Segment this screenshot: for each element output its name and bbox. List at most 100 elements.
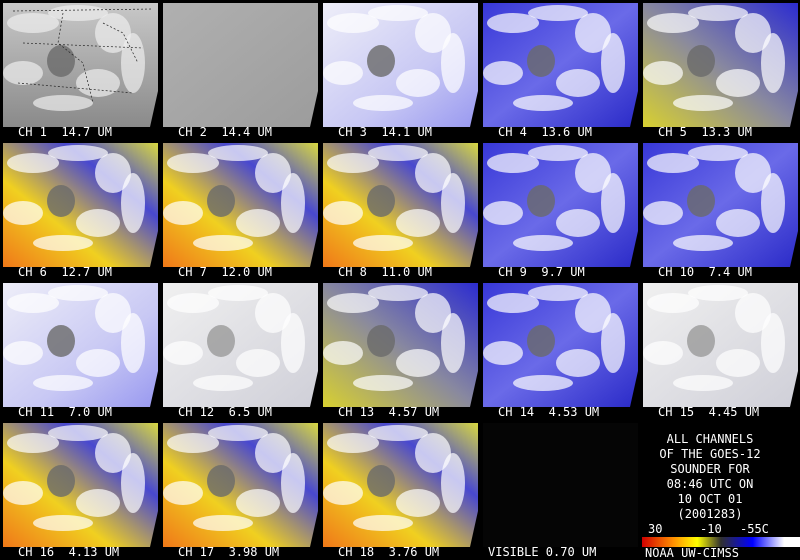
cloud bbox=[761, 173, 785, 233]
cloud bbox=[716, 69, 760, 97]
channel-panel bbox=[483, 283, 638, 407]
cloud bbox=[441, 173, 465, 233]
channel-label: CH 6 12.7 UM bbox=[18, 265, 112, 279]
cloud bbox=[415, 293, 451, 333]
cloud bbox=[48, 5, 108, 21]
channel-label: CH 4 13.6 UM bbox=[498, 125, 592, 139]
cloud bbox=[643, 61, 683, 85]
channel-panel bbox=[323, 143, 478, 267]
cloud bbox=[327, 293, 379, 313]
cloud bbox=[167, 293, 219, 313]
cloud bbox=[368, 5, 428, 21]
dark-cloud-core bbox=[527, 185, 555, 217]
cloud bbox=[415, 433, 451, 473]
cloud bbox=[647, 153, 699, 173]
channel-image bbox=[643, 3, 798, 127]
cloud bbox=[396, 349, 440, 377]
cloud bbox=[323, 341, 363, 365]
channel-label: CH 5 13.3 UM bbox=[658, 125, 752, 139]
cloud bbox=[236, 209, 280, 237]
dark-cloud-core bbox=[47, 45, 75, 77]
footer-credit: NOAA UW-CIMSS bbox=[645, 546, 739, 560]
cloud bbox=[556, 209, 600, 237]
cloud bbox=[95, 293, 131, 333]
channel-panel bbox=[163, 423, 318, 547]
cloud bbox=[643, 201, 683, 225]
cloud bbox=[76, 349, 120, 377]
cloud bbox=[163, 481, 203, 505]
cloud bbox=[208, 425, 268, 441]
info-line: ALL CHANNELS bbox=[667, 432, 754, 446]
channel-label: CH 3 14.1 UM bbox=[338, 125, 432, 139]
cloud bbox=[761, 33, 785, 93]
dark-cloud-core bbox=[207, 325, 235, 357]
channel-panel bbox=[483, 3, 638, 127]
channel-panel bbox=[643, 143, 798, 267]
cloud bbox=[601, 33, 625, 93]
dark-cloud-core bbox=[367, 45, 395, 77]
cloud bbox=[353, 95, 413, 111]
cloud bbox=[95, 433, 131, 473]
cloud bbox=[323, 201, 363, 225]
cloud bbox=[487, 153, 539, 173]
cloud bbox=[281, 313, 305, 373]
cloud bbox=[121, 313, 145, 373]
cloud bbox=[163, 201, 203, 225]
channel-image bbox=[3, 283, 158, 407]
channel-label: CH 9 9.7 UM bbox=[498, 265, 585, 279]
cloud bbox=[528, 145, 588, 161]
cloud bbox=[396, 69, 440, 97]
channel-image bbox=[163, 3, 318, 127]
colorbar-label: 30 bbox=[648, 522, 662, 536]
channel-panel bbox=[643, 3, 798, 127]
channel-image bbox=[163, 283, 318, 407]
channel-panel bbox=[163, 143, 318, 267]
cloud bbox=[121, 173, 145, 233]
channel-image bbox=[323, 283, 478, 407]
channel-image bbox=[483, 283, 638, 407]
cloud bbox=[7, 433, 59, 453]
channel-image bbox=[323, 3, 478, 127]
cloud bbox=[193, 235, 253, 251]
cloud bbox=[556, 69, 600, 97]
cloud bbox=[7, 13, 59, 33]
cloud bbox=[528, 5, 588, 21]
channel-image bbox=[323, 423, 478, 547]
channel-label: CH 14 4.53 UM bbox=[498, 405, 599, 419]
cloud bbox=[33, 235, 93, 251]
dark-cloud-core bbox=[47, 465, 75, 497]
channel-image bbox=[643, 283, 798, 407]
cloud bbox=[76, 69, 120, 97]
info-line: (2001283) bbox=[677, 507, 742, 521]
cloud bbox=[601, 173, 625, 233]
cloud bbox=[415, 13, 451, 53]
channel-panel bbox=[3, 283, 158, 407]
channel-label: CH 15 4.45 UM bbox=[658, 405, 759, 419]
channel-panel bbox=[3, 143, 158, 267]
cloud bbox=[528, 285, 588, 301]
cloud bbox=[255, 153, 291, 193]
cloud bbox=[48, 425, 108, 441]
channel-image bbox=[3, 143, 158, 267]
cloud bbox=[513, 235, 573, 251]
cloud bbox=[487, 13, 539, 33]
cloud bbox=[441, 313, 465, 373]
colorbar bbox=[642, 537, 800, 547]
cloud bbox=[255, 293, 291, 333]
channel-panel bbox=[163, 3, 318, 127]
info-line: SOUNDER FOR bbox=[670, 462, 750, 476]
cloud bbox=[483, 61, 523, 85]
cloud bbox=[353, 375, 413, 391]
cloud bbox=[688, 145, 748, 161]
cloud bbox=[368, 425, 428, 441]
dark-cloud-core bbox=[47, 185, 75, 217]
cloud bbox=[33, 515, 93, 531]
cloud bbox=[208, 145, 268, 161]
cloud bbox=[76, 489, 120, 517]
cloud bbox=[327, 433, 379, 453]
cloud bbox=[323, 61, 363, 85]
cloud bbox=[735, 13, 771, 53]
cloud bbox=[513, 375, 573, 391]
channel-label: CH 10 7.4 UM bbox=[658, 265, 752, 279]
